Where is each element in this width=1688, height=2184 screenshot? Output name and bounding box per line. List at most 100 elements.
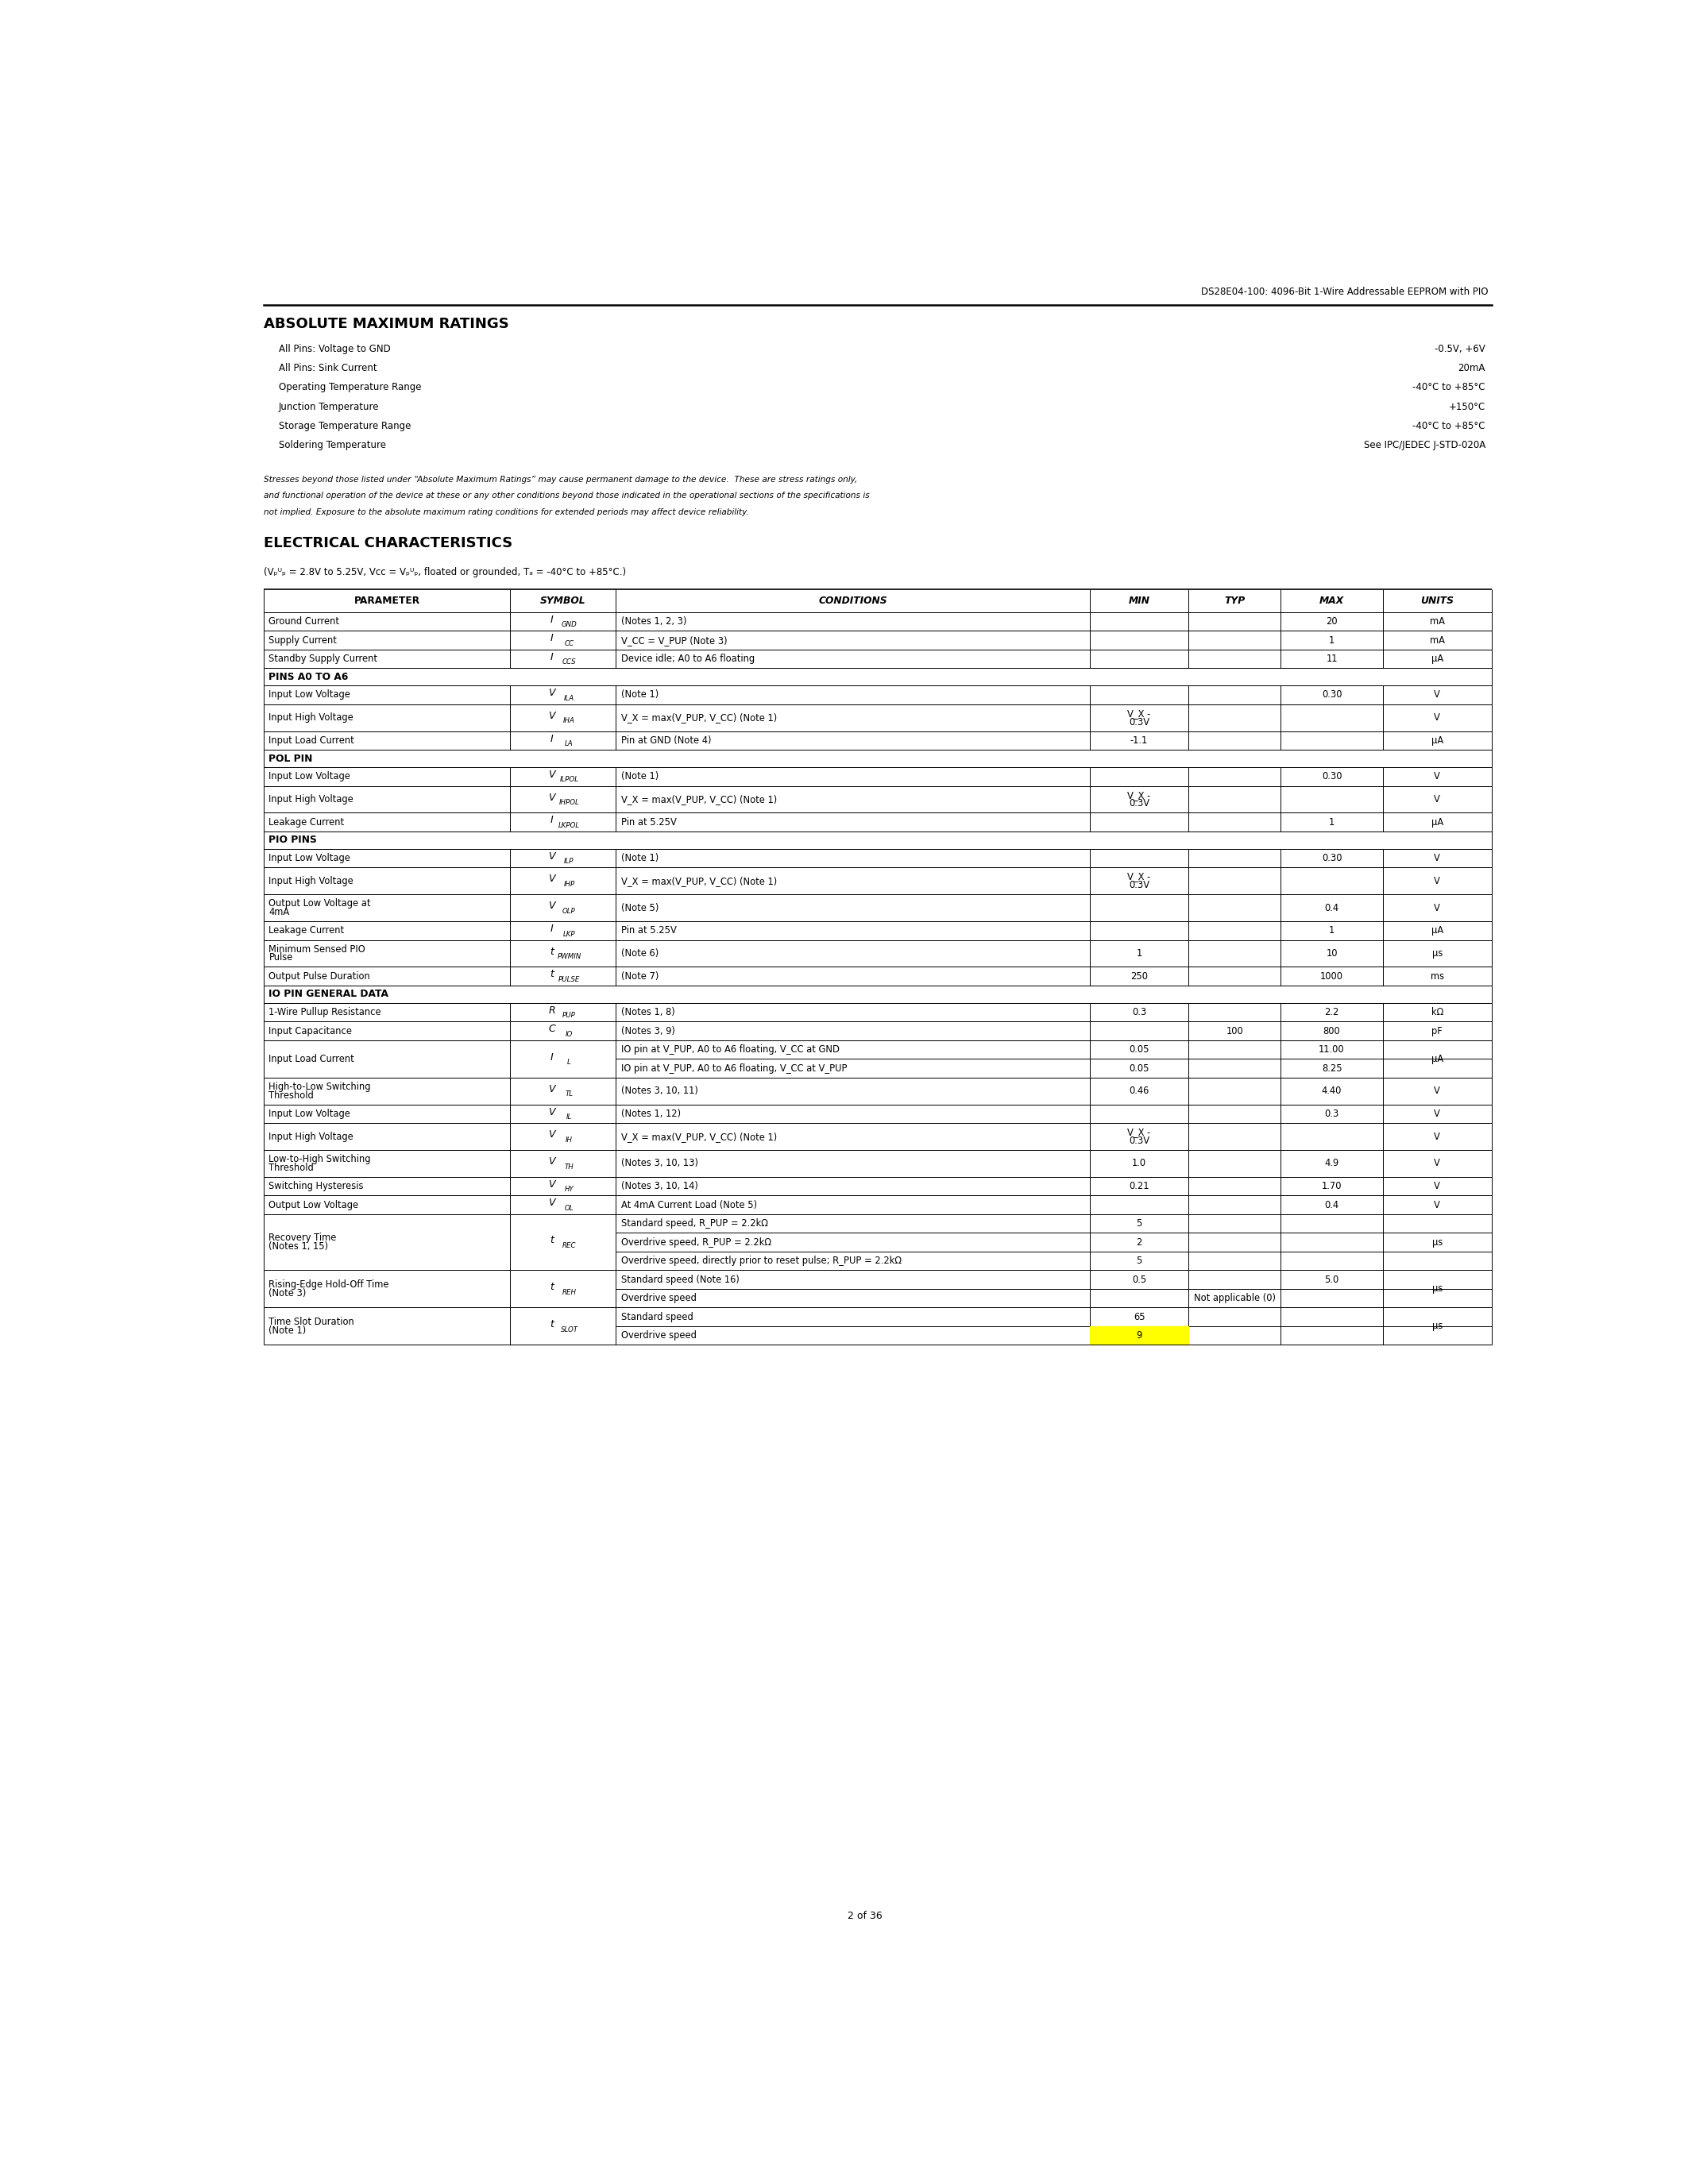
Text: Supply Current: Supply Current bbox=[268, 636, 338, 644]
Text: 1: 1 bbox=[1328, 926, 1335, 935]
Text: Input High Voltage: Input High Voltage bbox=[268, 876, 354, 887]
Text: Standard speed, R_PUP = 2.2kΩ: Standard speed, R_PUP = 2.2kΩ bbox=[621, 1219, 768, 1230]
Text: V_X -: V_X - bbox=[1128, 871, 1151, 882]
Text: TL: TL bbox=[565, 1090, 574, 1099]
Text: (Vₚᵁₚ = 2.8V to 5.25V, Vᴄᴄ = Vₚᵁₚ, floated or grounded, Tₐ = -40°C to +85°C.): (Vₚᵁₚ = 2.8V to 5.25V, Vᴄᴄ = Vₚᵁₚ, float… bbox=[263, 568, 626, 577]
Text: t: t bbox=[550, 1319, 554, 1330]
Text: PINS A0 TO A6: PINS A0 TO A6 bbox=[268, 673, 349, 681]
Text: V: V bbox=[549, 874, 555, 885]
Text: 1: 1 bbox=[1136, 948, 1143, 959]
Text: I: I bbox=[550, 815, 554, 826]
Text: IL: IL bbox=[565, 1114, 572, 1120]
Text: V: V bbox=[549, 688, 555, 699]
Text: 1.70: 1.70 bbox=[1322, 1182, 1342, 1192]
Text: ABSOLUTE MAXIMUM RATINGS: ABSOLUTE MAXIMUM RATINGS bbox=[263, 317, 508, 332]
Text: 0.21: 0.21 bbox=[1129, 1182, 1150, 1192]
Text: 0.3V: 0.3V bbox=[1129, 1136, 1150, 1147]
Text: ILPOL: ILPOL bbox=[560, 775, 579, 784]
Text: GND: GND bbox=[562, 620, 577, 629]
Text: V_X = max(V_PUP, V_CC) (Note 1): V_X = max(V_PUP, V_CC) (Note 1) bbox=[621, 712, 776, 723]
Text: V: V bbox=[549, 1197, 555, 1208]
Text: 1.0: 1.0 bbox=[1133, 1158, 1146, 1168]
Text: 0.30: 0.30 bbox=[1322, 690, 1342, 701]
Text: OL: OL bbox=[564, 1206, 574, 1212]
Text: μA: μA bbox=[1431, 653, 1443, 664]
Text: I: I bbox=[550, 924, 554, 935]
Text: LKP: LKP bbox=[562, 930, 576, 937]
Text: Input High Voltage: Input High Voltage bbox=[268, 795, 354, 804]
Text: V: V bbox=[1435, 1158, 1440, 1168]
Text: POL PIN: POL PIN bbox=[268, 753, 312, 764]
Text: V: V bbox=[1435, 902, 1440, 913]
Text: Pin at 5.25V: Pin at 5.25V bbox=[621, 817, 677, 828]
Text: 5: 5 bbox=[1136, 1256, 1143, 1267]
Text: Standard speed: Standard speed bbox=[621, 1313, 694, 1321]
Text: IHPOL: IHPOL bbox=[559, 799, 579, 806]
Text: Rising-Edge Hold-Off Time: Rising-Edge Hold-Off Time bbox=[268, 1280, 390, 1291]
Text: -0.5V, +6V: -0.5V, +6V bbox=[1435, 343, 1485, 354]
Text: 2: 2 bbox=[1136, 1236, 1143, 1247]
Text: -40°C to +85°C: -40°C to +85°C bbox=[1413, 382, 1485, 393]
Text: IO: IO bbox=[565, 1031, 572, 1037]
Text: Minimum Sensed PIO: Minimum Sensed PIO bbox=[268, 943, 366, 954]
Text: PIO PINS: PIO PINS bbox=[268, 834, 317, 845]
Text: 4.9: 4.9 bbox=[1325, 1158, 1339, 1168]
Text: I: I bbox=[550, 1053, 554, 1061]
Text: V: V bbox=[1435, 1199, 1440, 1210]
Text: C: C bbox=[549, 1024, 555, 1035]
Text: μA: μA bbox=[1431, 736, 1443, 745]
Text: V: V bbox=[549, 1083, 555, 1094]
Text: TYP: TYP bbox=[1224, 596, 1246, 605]
Text: Overdrive speed: Overdrive speed bbox=[621, 1293, 697, 1304]
Text: Input Low Voltage: Input Low Voltage bbox=[268, 771, 351, 782]
Text: L: L bbox=[567, 1059, 571, 1066]
Text: 0.3: 0.3 bbox=[1133, 1007, 1146, 1018]
Text: See IPC/JEDEC J-STD-020A: See IPC/JEDEC J-STD-020A bbox=[1364, 439, 1485, 450]
Text: All Pins: Voltage to GND: All Pins: Voltage to GND bbox=[279, 343, 390, 354]
Text: Soldering Temperature: Soldering Temperature bbox=[279, 439, 387, 450]
Text: V: V bbox=[1435, 1085, 1440, 1096]
Text: μs: μs bbox=[1431, 1284, 1443, 1293]
Text: Input Load Current: Input Load Current bbox=[268, 736, 354, 745]
Text: PUP: PUP bbox=[562, 1011, 576, 1020]
Text: IHP: IHP bbox=[564, 880, 576, 889]
Text: TH: TH bbox=[564, 1164, 574, 1171]
Text: Low-to-High Switching: Low-to-High Switching bbox=[268, 1153, 371, 1164]
Text: 0.05: 0.05 bbox=[1129, 1064, 1150, 1072]
Text: OLP: OLP bbox=[562, 909, 576, 915]
Text: Device idle; A0 to A6 floating: Device idle; A0 to A6 floating bbox=[621, 653, 755, 664]
Text: (Note 6): (Note 6) bbox=[621, 948, 658, 959]
Text: 11.00: 11.00 bbox=[1318, 1044, 1345, 1055]
Text: Input Low Voltage: Input Low Voltage bbox=[268, 690, 351, 701]
Text: REH: REH bbox=[562, 1289, 576, 1295]
Text: pF: pF bbox=[1431, 1026, 1443, 1035]
Text: CONDITIONS: CONDITIONS bbox=[819, 596, 888, 605]
Text: V: V bbox=[1435, 1109, 1440, 1118]
Text: μA: μA bbox=[1431, 817, 1443, 828]
Text: 0.30: 0.30 bbox=[1322, 854, 1342, 863]
Text: V: V bbox=[549, 1179, 555, 1190]
Text: 0.46: 0.46 bbox=[1129, 1085, 1150, 1096]
Text: Output Pulse Duration: Output Pulse Duration bbox=[268, 972, 370, 981]
Text: Recovery Time: Recovery Time bbox=[268, 1232, 336, 1243]
Text: Leakage Current: Leakage Current bbox=[268, 817, 344, 828]
Text: t: t bbox=[550, 946, 554, 957]
Text: μs: μs bbox=[1431, 1321, 1443, 1332]
Text: 1: 1 bbox=[1328, 817, 1335, 828]
Text: (Note 1): (Note 1) bbox=[268, 1326, 307, 1337]
Text: V_X -: V_X - bbox=[1128, 791, 1151, 799]
Text: (Notes 3, 9): (Notes 3, 9) bbox=[621, 1026, 675, 1035]
Text: PWMIN: PWMIN bbox=[557, 952, 581, 961]
Text: V: V bbox=[1435, 854, 1440, 863]
Text: Operating Temperature Range: Operating Temperature Range bbox=[279, 382, 422, 393]
Text: Input High Voltage: Input High Voltage bbox=[268, 712, 354, 723]
Text: V_CC = V_PUP (Note 3): V_CC = V_PUP (Note 3) bbox=[621, 636, 728, 644]
Text: MIN: MIN bbox=[1129, 596, 1150, 605]
Text: V: V bbox=[549, 793, 555, 804]
Text: 65: 65 bbox=[1133, 1313, 1144, 1321]
Text: V_X = max(V_PUP, V_CC) (Note 1): V_X = max(V_PUP, V_CC) (Note 1) bbox=[621, 876, 776, 887]
Text: ELECTRICAL CHARACTERISTICS: ELECTRICAL CHARACTERISTICS bbox=[263, 537, 511, 550]
Text: 100: 100 bbox=[1225, 1026, 1244, 1035]
Text: Pin at 5.25V: Pin at 5.25V bbox=[621, 926, 677, 935]
Text: (Note 5): (Note 5) bbox=[621, 902, 658, 913]
